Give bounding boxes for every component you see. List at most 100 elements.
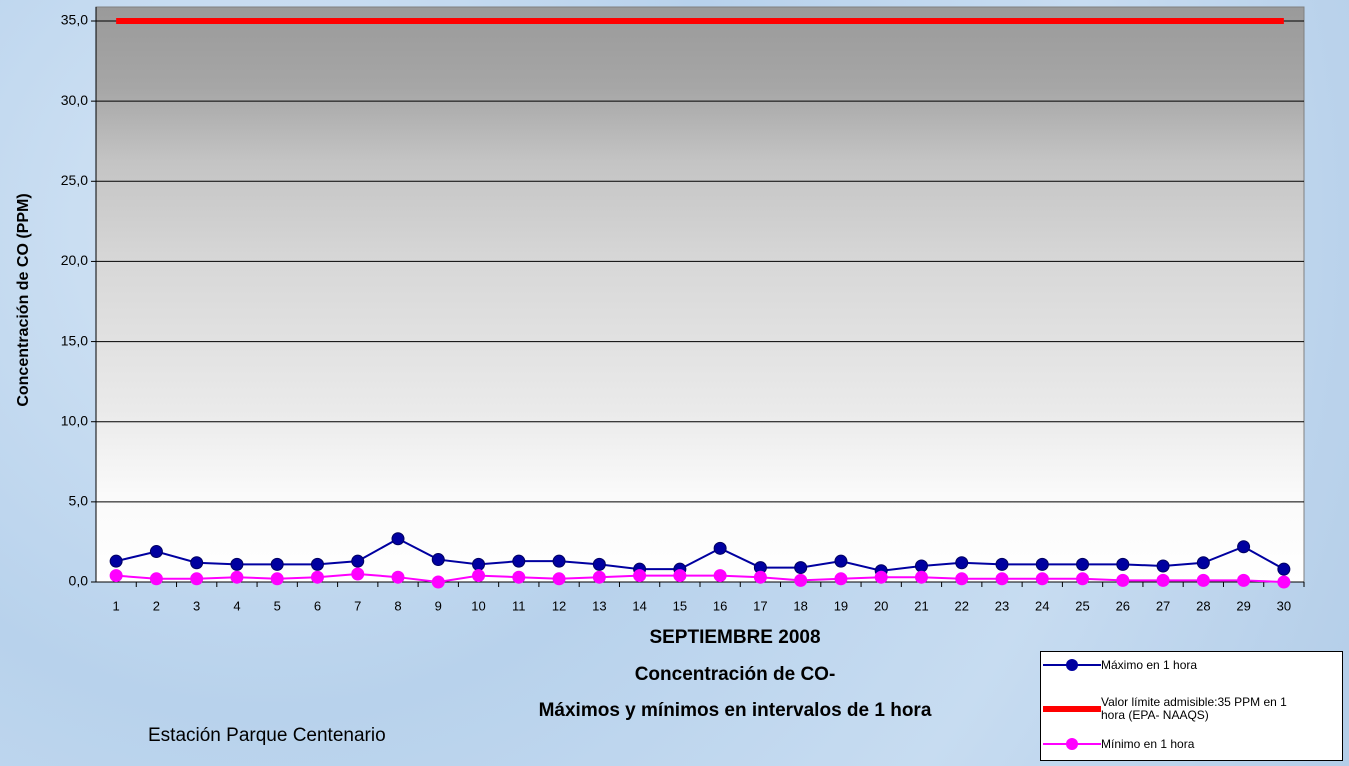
marker [512,554,526,568]
marker [351,567,365,581]
y-tick-label: 25,0 [61,172,88,188]
marker [1116,557,1130,571]
marker [1277,562,1291,576]
x-tick-label: 22 [954,598,968,613]
marker [1035,557,1049,571]
chart-title: Máximos y mínimos en intervalos de 1 hor… [539,700,932,721]
marker [713,569,727,583]
marker [794,573,808,587]
x-tick-label: 25 [1075,598,1089,613]
x-tick-label: 26 [1116,598,1130,613]
marker [1076,572,1090,586]
x-tick-label: 19 [834,598,848,613]
x-tick-label: 9 [435,598,442,613]
marker [109,569,123,583]
marker [955,572,969,586]
marker [1035,572,1049,586]
marker [1237,540,1251,554]
y-tick-label: 20,0 [61,252,88,268]
x-tick-label: 28 [1196,598,1210,613]
x-tick-label: 24 [1035,598,1049,613]
marker [351,554,365,568]
marker [955,556,969,570]
marker [149,545,163,559]
marker [1196,573,1210,587]
marker [190,572,204,586]
marker [834,554,848,568]
marker [149,572,163,586]
x-tick-label: 2 [153,598,160,613]
x-tick-label: 5 [274,598,281,613]
legend-marker [1066,659,1078,671]
marker [270,557,284,571]
marker [914,559,928,573]
marker [874,570,888,584]
x-tick-label: 4 [233,598,240,613]
marker [230,557,244,571]
marker [713,541,727,555]
legend-icon [1043,706,1101,712]
marker [230,570,244,584]
x-tick-label: 14 [632,598,646,613]
marker [592,557,606,571]
legend-entry: Mínimo en 1 hora [1041,737,1341,751]
marker [1076,557,1090,571]
marker [310,557,324,571]
marker [1277,575,1291,589]
x-tick-label: 6 [314,598,321,613]
legend-label: Máximo en 1 hora [1101,657,1198,672]
x-tick-label: 21 [914,598,928,613]
x-tick-label: 16 [713,598,727,613]
marker [391,570,405,584]
marker [995,572,1009,586]
legend-entry: Máximo en 1 hora [1041,658,1341,672]
marker [552,572,566,586]
x-tick-label: 12 [552,598,566,613]
marker [673,569,687,583]
x-tick-label: 15 [673,598,687,613]
marker [431,575,445,589]
marker [834,572,848,586]
marker [1156,573,1170,587]
marker [472,557,486,571]
x-tick-label: 13 [592,598,606,613]
marker [109,554,123,568]
marker [753,570,767,584]
legend-marker [1066,738,1078,750]
y-tick-label: 15,0 [61,332,88,348]
y-axis-label: Concentración de CO (PPM) [15,193,32,406]
marker [472,569,486,583]
y-tick-label: 0,0 [69,573,89,589]
y-tick-label: 30,0 [61,92,88,108]
marker [794,561,808,575]
marker [914,570,928,584]
legend: Máximo en 1 hora Valor límite admisible:3… [1040,651,1343,761]
marker [270,572,284,586]
y-tick-label: 35,0 [61,12,88,28]
x-tick-label: 7 [354,598,361,613]
marker [1196,556,1210,570]
legend-label: Valor límite admisible:35 PPM en 1 hora … [1101,695,1287,722]
marker [995,557,1009,571]
marker [633,569,647,583]
marker [1156,559,1170,573]
x-tick-label: 27 [1156,598,1170,613]
x-tick-label: 3 [193,598,200,613]
x-tick-label: 30 [1277,598,1291,613]
annotation: Estación Parque Centenario [148,725,386,746]
x-tick-label: 1 [113,598,120,613]
legend-icon [1043,738,1101,750]
marker [1237,573,1251,587]
y-tick-label: 10,0 [61,412,88,428]
x-tick-label: 29 [1236,598,1250,613]
chart-title: Concentración de CO- [635,664,836,685]
x-tick-label: 23 [995,598,1009,613]
x-tick-label: 18 [793,598,807,613]
marker [310,570,324,584]
marker [592,570,606,584]
marker [1116,573,1130,587]
chart-title: SEPTIEMBRE 2008 [649,627,820,648]
x-tick-label: 11 [512,598,526,613]
